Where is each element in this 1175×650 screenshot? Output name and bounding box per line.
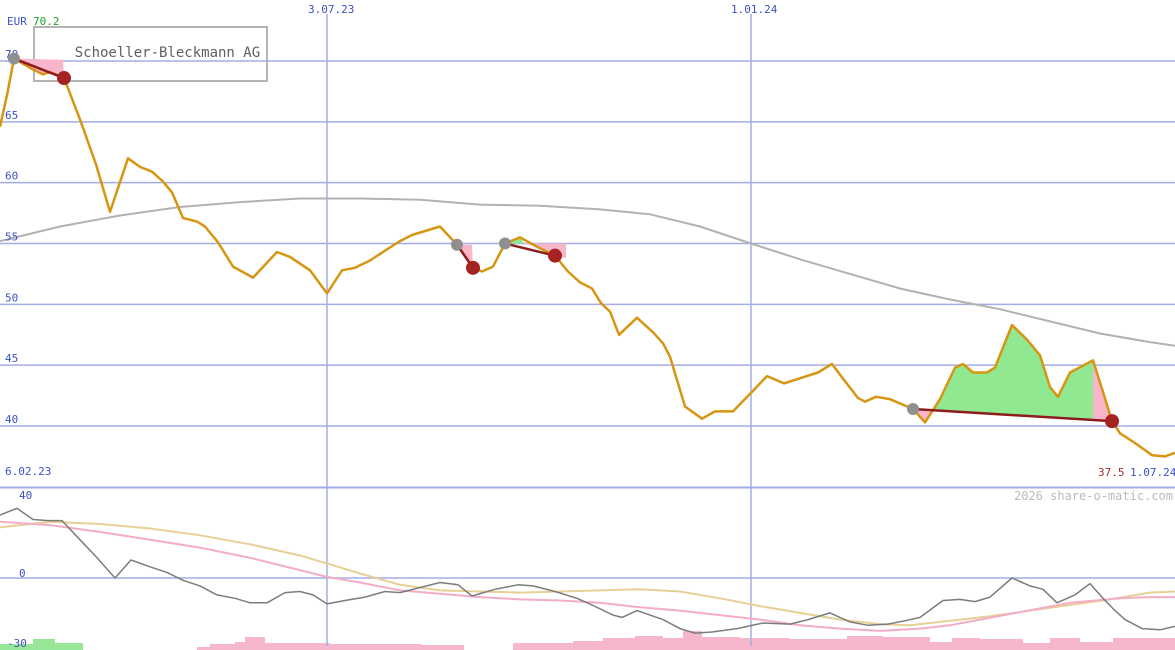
trade-line <box>912 407 1113 423</box>
trade-entry-marker[interactable] <box>8 52 20 65</box>
price-axis-tick: 45 <box>5 352 18 365</box>
volume-bar-down <box>1023 643 1050 650</box>
volume-bar-down <box>210 644 235 650</box>
signal-line-pink <box>0 520 1175 632</box>
volume-bar-down <box>573 641 603 650</box>
volume-bar-down <box>635 636 663 650</box>
trade-exit-marker[interactable] <box>466 260 480 275</box>
volume-bar-down <box>1113 638 1175 650</box>
indicator-axis-tick: 40 <box>19 489 32 502</box>
currency-label: EUR <box>7 15 27 28</box>
price-axis-tick: 50 <box>5 291 18 304</box>
volume-bar-up <box>33 639 55 650</box>
start-date-label: 6.02.23 <box>5 465 52 478</box>
volume-bar-down <box>790 639 847 650</box>
indicator-axis-tick: 0 <box>19 567 26 580</box>
chart-title: Schoeller-Bleckmann AG <box>74 45 261 61</box>
volume-bar-down <box>847 636 883 650</box>
end-price-label: 37.5 <box>1098 466 1125 479</box>
volume-bar-down <box>740 638 790 650</box>
volume-bar-down <box>1080 642 1113 650</box>
price-axis-tick: 40 <box>5 413 18 426</box>
trade-profit-area <box>933 325 1093 419</box>
volume-bar-down <box>603 638 635 650</box>
trade-exit-marker[interactable] <box>1105 414 1119 429</box>
volume-bar-down <box>683 631 702 650</box>
volume-bar-down <box>663 638 683 650</box>
price-axis-tick: 60 <box>5 170 18 183</box>
end-date-label: 1.07.24 <box>1130 466 1175 479</box>
trade-exit-marker[interactable] <box>548 248 562 263</box>
trade-entry-marker[interactable] <box>499 237 511 250</box>
volume-bar-down <box>235 642 245 650</box>
date-axis-tick: 3.07.23 <box>308 3 354 16</box>
trade-line <box>504 242 556 257</box>
volume-bar-down <box>422 645 464 650</box>
trade-exit-marker[interactable] <box>57 71 71 86</box>
indicator-axis-tick: -30 <box>7 637 27 650</box>
oscillator-line <box>0 507 1175 634</box>
trade-entry-marker[interactable] <box>907 402 919 415</box>
signal-line-tan <box>0 520 1175 627</box>
volume-bar-down <box>197 647 210 650</box>
price-axis-tick: 65 <box>5 109 18 122</box>
volume-bar-down <box>980 639 1023 650</box>
volume-bar-down <box>513 643 573 650</box>
volume-bar-down <box>1050 638 1080 650</box>
volume-bar-up <box>55 643 83 650</box>
start-price-label: 70.2 <box>33 15 60 28</box>
volume-bar-up <box>0 644 33 650</box>
chart-title-box: Schoeller-Bleckmann AG <box>33 26 269 82</box>
price-line <box>0 57 1175 458</box>
price-axis-tick: 55 <box>5 231 18 244</box>
volume-bar-down <box>883 637 930 650</box>
watermark: 2026 share-o-matic.com <box>1014 489 1173 503</box>
volume-bar-down <box>330 644 422 650</box>
trade-line <box>13 57 65 80</box>
volume-bar-down <box>930 642 952 650</box>
trade-entry-marker[interactable] <box>451 238 463 251</box>
date-axis-tick: 1.01.24 <box>731 3 778 16</box>
volume-bar-down <box>952 638 980 650</box>
trade-loss-area <box>913 409 933 423</box>
volume-bar-down <box>265 643 330 650</box>
volume-bar-down <box>702 637 740 650</box>
moving-average-line <box>0 197 1175 347</box>
volume-bar-down <box>245 637 265 650</box>
